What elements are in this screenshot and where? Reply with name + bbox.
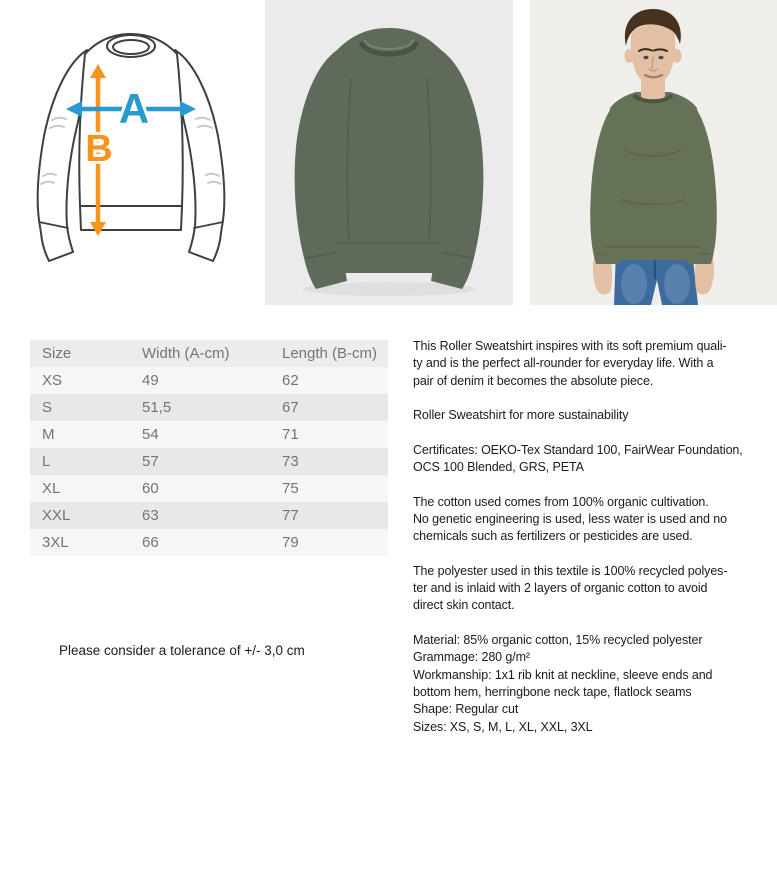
table-row: XL 60 75 — [30, 475, 388, 502]
length-label: B — [85, 128, 112, 170]
column-header-width: Width (A-cm) — [142, 345, 230, 362]
width-cell: 60 — [142, 480, 159, 497]
table-row: L 57 73 — [30, 448, 388, 475]
table-row: M 54 71 — [30, 421, 388, 448]
width-cell: 49 — [142, 372, 159, 389]
sketch-collar — [106, 34, 156, 58]
size-cell: XXL — [42, 507, 71, 524]
neck — [641, 78, 665, 100]
model-photo — [530, 0, 777, 305]
width-cell: 57 — [142, 453, 159, 470]
table-row: S 51,5 67 — [30, 394, 388, 421]
size-cell: M — [42, 426, 55, 443]
width-cell: 66 — [142, 534, 159, 551]
size-diagram-image: A B — [24, 20, 254, 302]
size-cell: L — [42, 453, 51, 470]
length-cell: 67 — [282, 399, 299, 416]
product-photo-graphic — [265, 0, 513, 305]
model-photo-graphic — [530, 0, 777, 305]
sketch-right-sleeve — [174, 49, 226, 262]
width-cell: 54 — [142, 426, 159, 443]
length-cell: 71 — [282, 426, 299, 443]
length-cell: 73 — [282, 453, 299, 470]
collar — [632, 93, 674, 104]
length-cell: 79 — [282, 534, 299, 551]
column-header-size: Size — [42, 345, 72, 362]
size-cell: 3XL — [42, 534, 69, 551]
length-arrow-icon — [90, 64, 106, 236]
description-paragraph-certificates: Certificates: OEKO-Tex Standard 100, Fai… — [413, 442, 743, 475]
table-row: 3XL 66 79 — [30, 529, 388, 556]
table-row: XXL 63 77 — [30, 502, 388, 529]
size-table: Size Width (A-cm) Length (B-cm) XS 49 62… — [30, 340, 388, 556]
length-cell: 77 — [282, 507, 299, 524]
width-cell: 51,5 — [142, 399, 172, 416]
description-paragraph-polyester: The polyester used in this textile is 10… — [413, 563, 728, 613]
model-head — [624, 9, 682, 82]
product-description: This Roller Sweatshirt inspires with its… — [413, 338, 777, 753]
description-paragraph-cotton: The cotton used comes from 100% organic … — [413, 494, 727, 544]
model-sweatshirt — [590, 92, 717, 264]
length-cell: 75 — [282, 480, 299, 497]
width-cell: 63 — [142, 507, 159, 524]
width-arrow-icon — [66, 101, 196, 117]
drop-shadow — [303, 282, 475, 296]
column-header-length: Length (B-cm) — [282, 345, 378, 362]
tolerance-note: Please consider a tolerance of +/- 3,0 c… — [59, 643, 305, 658]
size-cell: S — [42, 399, 53, 416]
table-row: XS 49 62 — [30, 367, 388, 394]
hair — [624, 9, 681, 46]
size-cell: XL — [42, 480, 61, 497]
product-photo — [265, 0, 513, 305]
description-paragraph-intro: This Roller Sweatshirt inspires with its… — [413, 339, 727, 388]
jeans — [614, 250, 698, 305]
table-header-row: Size Width (A-cm) Length (B-cm) — [30, 340, 388, 367]
sweatshirt-sketch: A B — [36, 33, 226, 262]
product-sweatshirt — [294, 28, 484, 289]
size-cell: XS — [42, 372, 63, 389]
length-cell: 62 — [282, 372, 299, 389]
description-paragraph-specs: Material: 85% organic cotton, 15% recycl… — [413, 633, 713, 734]
description-paragraph-sustainability: Roller Sweatshirt for more sustainabilit… — [413, 408, 629, 423]
width-label: A — [119, 85, 149, 132]
sketch-left-sleeve — [36, 49, 88, 262]
